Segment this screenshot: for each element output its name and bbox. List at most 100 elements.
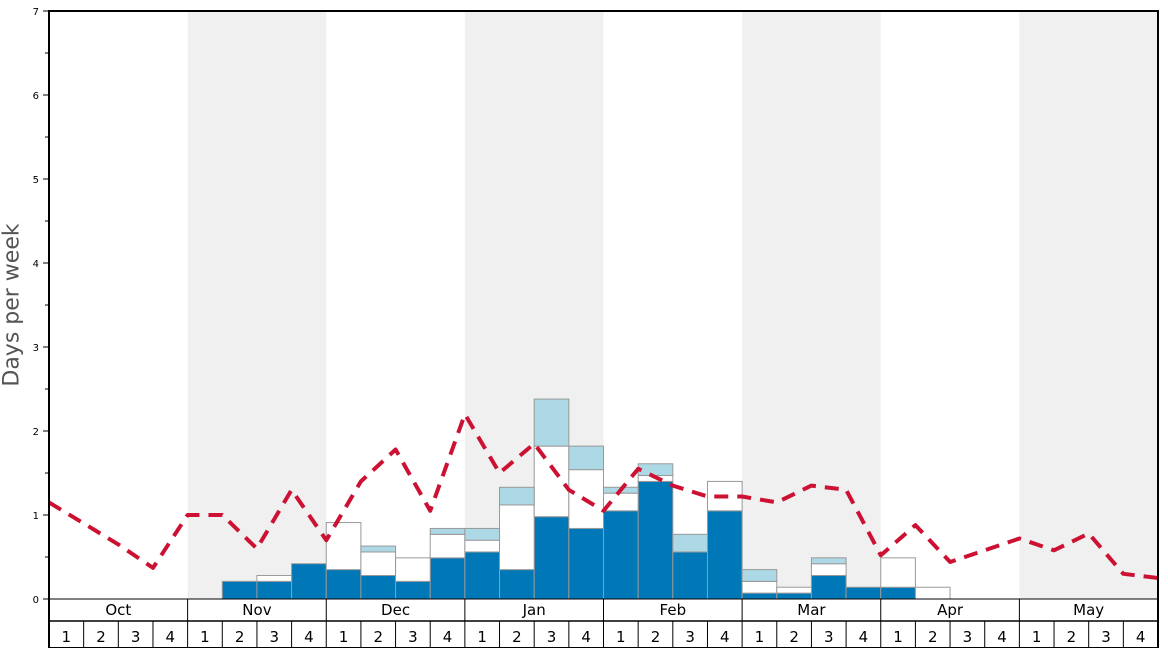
month-label-apr: Apr: [937, 601, 964, 619]
bar-s1-w21: [741, 592, 778, 600]
plot-frame: [48, 10, 1159, 648]
bar-s2-w25: [880, 557, 916, 588]
bar-s2-w11: [395, 557, 431, 582]
bar-s1-w8: [291, 563, 327, 600]
y-axis: 0 1 2 3 4 5 6 7: [33, 7, 49, 606]
bar-s2-w13: [464, 539, 501, 553]
bar-s1-w10: [360, 574, 397, 600]
week-label: 4: [166, 628, 176, 646]
week-label: 2: [235, 628, 245, 646]
week-label: 1: [339, 628, 349, 646]
week-label: 4: [1136, 628, 1146, 646]
bar-s2-w12: [429, 533, 466, 559]
bar-s2-w9: [325, 522, 362, 571]
bar-s1-w23: [810, 574, 847, 600]
week-label: 2: [96, 628, 106, 646]
week-label: 4: [859, 628, 869, 646]
average-line: [47, 412, 1159, 580]
week-label: 4: [304, 628, 314, 646]
bar-s3-w16: [568, 445, 604, 471]
week-label: 3: [1101, 628, 1111, 646]
bar-s1-w16: [568, 527, 604, 600]
month-shade-nov: [187, 11, 327, 599]
bar-s2-w26: [914, 586, 951, 600]
bars: [221, 398, 951, 600]
bar-s3-w13: [464, 527, 501, 541]
y-tick-label: 0: [33, 595, 39, 606]
bar-s1-w18: [637, 480, 674, 600]
month-label-may: May: [1073, 601, 1104, 619]
y-tick-label: 6: [33, 91, 39, 102]
bar-s2-w15: [533, 445, 570, 518]
week-label: 1: [1032, 628, 1042, 646]
week-label: 2: [1067, 628, 1077, 646]
bar-s1-w9: [325, 569, 362, 600]
y-tick-label: 2: [33, 427, 39, 438]
week-label: 4: [581, 628, 591, 646]
bar-s1-w24: [845, 586, 882, 600]
bar-s3-w18: [637, 463, 674, 477]
week-label: 3: [547, 628, 557, 646]
bar-s2-w10: [360, 551, 397, 576]
week-label: 1: [200, 628, 210, 646]
average-line-series: [47, 412, 1159, 580]
month-label-mar: Mar: [797, 601, 826, 619]
bar-s1-w17: [603, 510, 639, 600]
bar-s1-w11: [395, 580, 431, 600]
bar-s3-w15: [533, 398, 570, 447]
bar-s3-w14: [499, 486, 535, 506]
week-label: 4: [997, 628, 1007, 646]
week-label: 3: [408, 628, 418, 646]
y-tick-label: 3: [33, 343, 39, 354]
week-label: 3: [685, 628, 695, 646]
month-label-feb: Feb: [660, 601, 687, 619]
bar-s1-w12: [429, 557, 466, 600]
month-shading: [187, 11, 1158, 599]
bar-s2-w22: [776, 586, 812, 594]
bar-s1-w22: [776, 592, 812, 600]
y-tick-label: 5: [33, 175, 39, 186]
week-label: 3: [131, 628, 141, 646]
month-label-dec: Dec: [381, 601, 410, 619]
bar-s1-w7: [256, 580, 293, 600]
week-label: 3: [963, 628, 973, 646]
bar-s2-w14: [499, 504, 535, 571]
bar-s2-w21: [741, 580, 778, 594]
week-label: 2: [373, 628, 383, 646]
bar-s3-w10: [360, 545, 397, 553]
bar-s1-w13: [464, 551, 501, 600]
bar-s3-w21: [741, 569, 778, 582]
month-label-nov: Nov: [242, 601, 271, 619]
bar-s1-w19: [672, 551, 708, 600]
week-label: 2: [651, 628, 661, 646]
month-shade-may: [1019, 11, 1158, 599]
week-label: 3: [269, 628, 279, 646]
week-label: 1: [616, 628, 626, 646]
bar-s3-w19: [672, 533, 708, 553]
y-tick-label: 4: [33, 259, 39, 270]
bar-s1-w15: [533, 516, 570, 600]
y-tick-label: 7: [33, 7, 39, 18]
bar-s3-w23: [810, 557, 847, 565]
bar-s3-w12: [429, 527, 466, 535]
bar-s1-w6: [221, 580, 258, 600]
bar-s1-w25: [880, 586, 916, 600]
y-tick-label: 1: [33, 511, 39, 522]
bar-s1-w14: [499, 569, 535, 600]
week-label: 1: [755, 628, 765, 646]
week-label: 4: [720, 628, 730, 646]
week-label: 2: [789, 628, 799, 646]
week-label: 1: [477, 628, 487, 646]
month-label-oct: Oct: [105, 601, 131, 619]
month-label-jan: Jan: [522, 601, 546, 619]
month-shade-mar: [742, 11, 881, 599]
bar-s2-w7: [256, 574, 293, 582]
week-label: 4: [443, 628, 453, 646]
week-label: 3: [824, 628, 834, 646]
week-label: 2: [928, 628, 938, 646]
week-label: 1: [62, 628, 72, 646]
bar-s2-w23: [810, 563, 847, 576]
x-axis: Oct 1 2 3 4 Nov 1 2 3 4 Dec 1 2 3 4 Jan 1 2 3 4 Feb 1 2 3 4 Mar 1 2…: [49, 598, 1158, 648]
week-label: 1: [893, 628, 903, 646]
